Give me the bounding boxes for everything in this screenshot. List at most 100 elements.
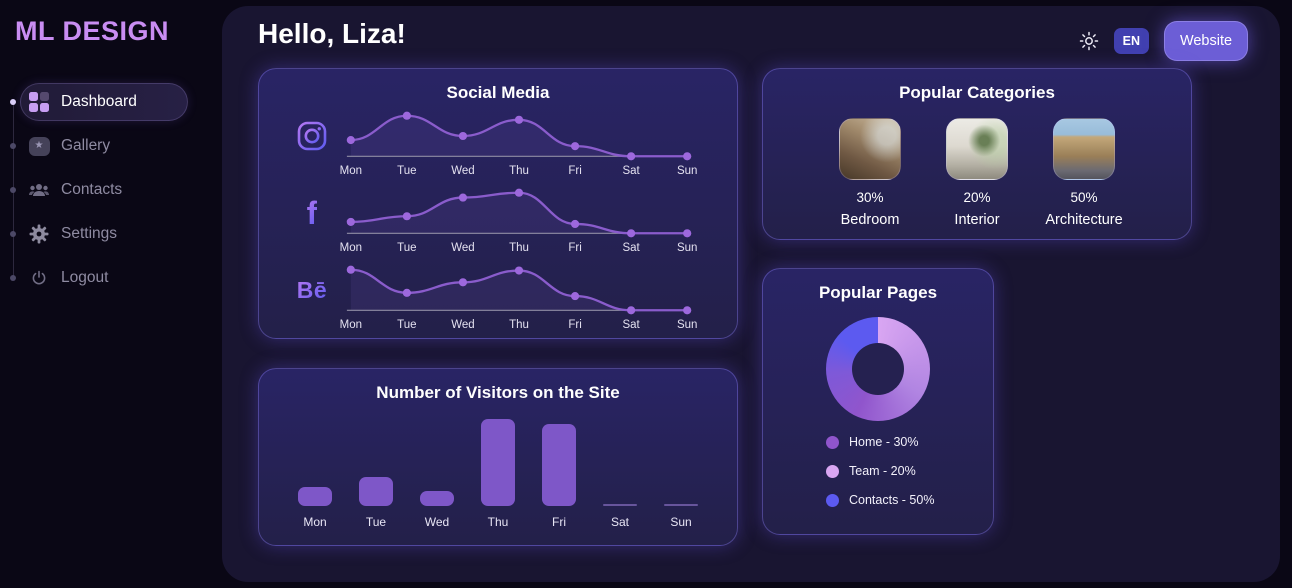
sidebar-item-label: Settings — [61, 225, 118, 242]
day-label: Mon — [339, 242, 362, 254]
category-percent: 30% — [856, 190, 884, 205]
day-label: Wed — [424, 515, 450, 529]
bar — [664, 504, 698, 506]
bedroom-photo — [839, 118, 901, 180]
visitors-card: Number of Visitors on the Site Mon Tue Wed… — [258, 368, 738, 546]
legend-dot — [826, 435, 839, 449]
nav-bullet — [10, 99, 16, 105]
instagram-row: Mon Tue Wed Thu Fri Sat Sun — [259, 108, 737, 180]
day-label: Sat — [622, 319, 640, 331]
day-label: Tue — [397, 319, 417, 331]
x-axis-labels: Mon Tue Wed Thu Fri Sat Sun — [339, 242, 698, 257]
bar — [420, 491, 454, 506]
page-title: Hello, Liza! — [258, 18, 406, 49]
nav-bullet — [10, 231, 16, 237]
bar-column: Thu — [478, 412, 518, 529]
settings-gear-icon — [28, 223, 50, 245]
facebook-icon: f — [306, 195, 318, 231]
instagram-line-chart: Mon Tue Wed Thu Fri Sat Sun — [339, 108, 698, 180]
sidebar-item-contacts[interactable]: Contacts — [0, 168, 222, 212]
day-label: Fri — [568, 319, 582, 331]
day-label: Wed — [451, 165, 475, 177]
contacts-people-icon — [28, 179, 50, 201]
day-label: Sun — [676, 242, 698, 254]
sidebar-item-settings[interactable]: Settings — [0, 212, 222, 256]
day-label: Sun — [676, 319, 698, 331]
legend-dot — [826, 464, 839, 478]
sidebar-item-gallery[interactable]: ★ Gallery — [0, 124, 222, 168]
legend-item-home: Home - 30% — [826, 435, 993, 449]
day-label: Sun — [676, 165, 698, 177]
day-label: Thu — [487, 515, 509, 529]
day-label: Tue — [397, 242, 417, 254]
pages-legend: Home - 30% Team - 20% Contacts - 50% — [826, 435, 993, 507]
legend-label: Contacts - 50% — [849, 493, 935, 507]
category-percent: 20% — [963, 190, 991, 205]
behance-icon: Bē — [296, 276, 328, 303]
day-label: Thu — [509, 319, 529, 331]
day-label: Thu — [509, 242, 529, 254]
bar — [542, 424, 576, 506]
sidebar-item-label: Dashboard — [61, 93, 137, 110]
day-label: Wed — [451, 319, 475, 331]
categories-row: 30% Bedroom 20% Interior 50% Architectur… — [763, 118, 1191, 228]
legend-label: Team - 20% — [849, 464, 916, 478]
bar-column: Mon — [295, 412, 335, 529]
day-label: Wed — [451, 242, 475, 254]
legend-label: Home - 30% — [849, 435, 919, 449]
website-button[interactable]: Website — [1164, 21, 1248, 61]
sidebar-item-label: Logout — [61, 269, 109, 286]
architecture-photo — [1053, 118, 1115, 180]
day-label: Sat — [610, 515, 629, 529]
day-label: Tue — [397, 165, 417, 177]
sidebar: ML DESIGN Dashboard ★ Gallery — [0, 0, 222, 588]
card-title: Social Media — [446, 83, 550, 102]
behance-row: Bē Mon Tue Wed Thu Fri Sat Sun — [259, 262, 737, 334]
sidebar-item-logout[interactable]: Logout — [0, 256, 222, 300]
legend-item-team: Team - 20% — [826, 464, 993, 478]
brand-logo: ML DESIGN — [15, 16, 170, 46]
bar — [481, 419, 515, 506]
bar-column: Wed — [417, 412, 457, 529]
legend-dot — [826, 493, 839, 507]
interior-photo — [946, 118, 1008, 180]
language-button[interactable]: EN — [1113, 28, 1149, 54]
bar-column: Tue — [356, 412, 396, 529]
bar-column: Sat — [600, 412, 640, 529]
bar — [603, 504, 637, 506]
category-item-architecture: 50% Architecture — [1039, 118, 1129, 228]
day-label: Fri — [552, 515, 566, 529]
gallery-image-icon: ★ — [28, 135, 50, 157]
category-percent: 50% — [1070, 190, 1098, 205]
sidebar-nav: Dashboard ★ Gallery Contacts — [0, 80, 222, 300]
category-item-interior: 20% Interior — [932, 118, 1022, 228]
theme-toggle-sun-icon[interactable] — [1079, 31, 1099, 51]
facebook-row: f Mon Tue Wed Thu Fri Sat Sun — [259, 185, 737, 257]
day-label: Sun — [670, 515, 692, 529]
bar — [359, 477, 393, 506]
bar — [298, 487, 332, 506]
day-label: Sat — [622, 165, 640, 177]
pages-donut-chart — [826, 317, 930, 421]
sidebar-item-label: Contacts — [61, 181, 123, 198]
dashboard-grid-icon — [28, 91, 50, 113]
day-label: Fri — [568, 165, 582, 177]
legend-item-contacts: Contacts - 50% — [826, 493, 993, 507]
active-item-highlight — [20, 83, 188, 121]
topbar: EN Website — [1079, 21, 1248, 61]
day-label: Mon — [339, 319, 362, 331]
day-label: Fri — [568, 242, 582, 254]
popular-pages-card: Popular Pages Home - 30% Team - 20% Cont… — [762, 268, 994, 535]
main-panel: Hello, Liza! EN Website Social Media — [222, 6, 1280, 582]
day-label: Sat — [622, 242, 640, 254]
sidebar-item-dashboard[interactable]: Dashboard — [0, 80, 222, 124]
nav-bullet — [10, 275, 16, 281]
day-label: Mon — [339, 165, 362, 177]
category-label: Bedroom — [840, 212, 900, 228]
day-label: Thu — [509, 165, 529, 177]
visitors-bar-chart: Mon Tue Wed Thu Fri Sat Sun — [259, 412, 737, 529]
logout-power-icon — [28, 267, 50, 289]
nav-bullet — [10, 143, 16, 149]
sidebar-item-label: Gallery — [61, 137, 111, 154]
donut-hole — [852, 343, 904, 395]
